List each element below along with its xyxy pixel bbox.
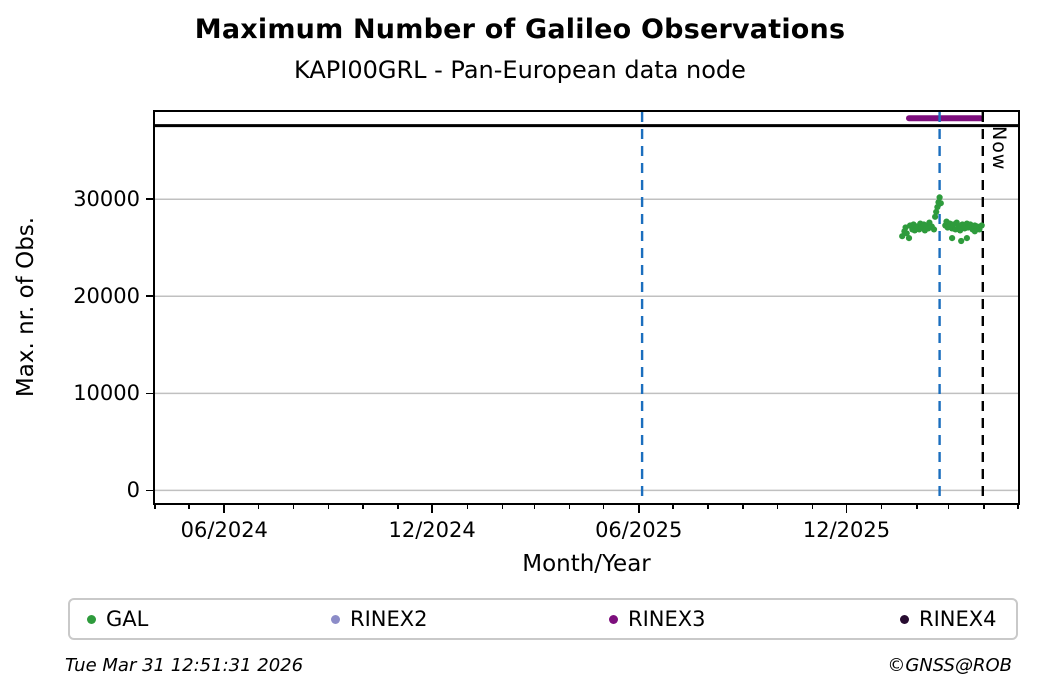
- rinex3-marker-icon: [609, 614, 618, 624]
- rinex2-marker-icon: [331, 614, 340, 624]
- timestamp: Tue Mar 31 12:51:31 2026: [65, 655, 304, 676]
- plot-area: [153, 110, 1020, 505]
- gal-marker-icon: [87, 614, 96, 624]
- legend-label-rinex3: RINEX3: [628, 607, 706, 631]
- rinex4-marker-icon: [900, 614, 909, 624]
- chart-title: Maximum Number of Galileo Observations: [194, 14, 846, 45]
- legend-item-gal: GAL: [87, 600, 148, 638]
- x-axis-label: Month/Year: [522, 551, 651, 577]
- plot-canvas: [155, 112, 1018, 503]
- legend-item-rinex4: RINEX4: [900, 600, 997, 638]
- y-tick-label: 0: [126, 478, 140, 503]
- legend: GAL RINEX2 RINEX3 RINEX4: [68, 598, 1018, 640]
- legend-label-rinex2: RINEX2: [350, 607, 428, 631]
- x-tick-label: 12/2025: [802, 518, 891, 542]
- legend-item-rinex2: RINEX2: [331, 600, 428, 638]
- x-tick-label: 06/2025: [595, 518, 683, 542]
- chart-subtitle: KAPI00GRL - Pan-European data node: [294, 56, 746, 84]
- copyright: ©GNSS@ROB: [887, 655, 1012, 676]
- legend-label-rinex4: RINEX4: [919, 607, 997, 631]
- x-tick-label: 12/2024: [388, 518, 476, 542]
- legend-label-gal: GAL: [106, 607, 149, 631]
- y-tick-label: 30000: [73, 187, 140, 212]
- x-tick-label: 06/2024: [180, 518, 268, 542]
- y-axis-label: Max. nr. of Obs.: [13, 216, 39, 398]
- legend-item-rinex3: RINEX3: [609, 600, 706, 638]
